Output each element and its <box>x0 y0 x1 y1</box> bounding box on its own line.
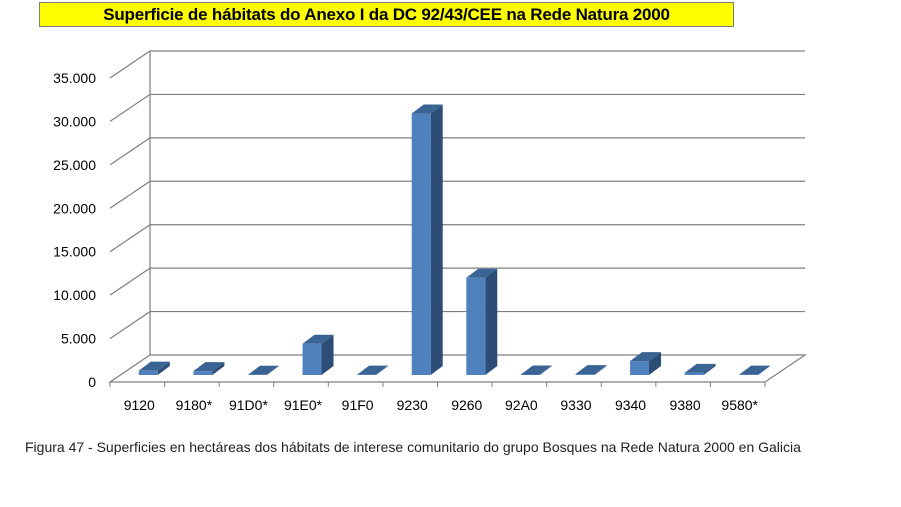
bar <box>411 104 443 375</box>
bar-front <box>411 113 431 375</box>
x-tick-label: 91D0* <box>229 397 268 413</box>
bar <box>193 362 225 375</box>
bar-side <box>430 104 443 375</box>
bar-side <box>157 361 170 375</box>
bar-side <box>321 334 334 375</box>
grid-line <box>109 310 805 340</box>
y-tick-label: 10.000 <box>53 287 96 303</box>
figure-caption: Figura 47 - Superficies en hectáreas dos… <box>25 439 801 455</box>
x-tick-label: 9330 <box>560 397 591 413</box>
y-tick-label: 15.000 <box>53 244 96 260</box>
bar-series <box>138 104 771 375</box>
x-tick-label: 9340 <box>615 397 646 413</box>
bar-front <box>520 374 540 375</box>
bar-top <box>684 363 716 373</box>
bar-side <box>212 362 225 375</box>
bar-top <box>247 365 279 375</box>
x-axis-tick-labels: 9120 9180* 91D0* 91E0* 91F0 9230 9260 92A0 9330 9… <box>124 397 759 413</box>
bar-front <box>466 277 486 375</box>
grid-line <box>109 93 805 122</box>
y-tick-label: 25.000 <box>53 157 96 173</box>
bar-front <box>302 343 322 375</box>
bar <box>630 352 662 375</box>
bar-side <box>703 363 716 375</box>
bar-top <box>466 268 498 278</box>
y-tick-label: 30.000 <box>53 113 96 129</box>
bar-top <box>411 104 443 114</box>
y-tick-label: 35.000 <box>53 70 96 86</box>
bar-chart-3d: 0 5.000 10.000 15.000 20.000 25.000 30.000 35.0… <box>53 50 807 413</box>
bar <box>302 334 334 375</box>
bar-side <box>485 268 498 375</box>
x-tick-label: 91E0* <box>284 397 323 413</box>
grid-line <box>109 180 805 209</box>
bar <box>684 363 716 375</box>
x-tick-label: 9260 <box>451 397 482 413</box>
x-tick-label: 9380 <box>670 397 701 413</box>
bar-front <box>575 374 595 375</box>
x-tick-label: 91F0 <box>342 397 374 413</box>
grid-lines <box>109 50 805 387</box>
bar-top <box>575 365 607 375</box>
bar-side <box>594 365 607 375</box>
bar-front <box>138 370 158 375</box>
grid-line <box>109 137 805 166</box>
bar <box>138 361 170 375</box>
bar-top <box>138 361 170 371</box>
bar-top <box>357 365 389 375</box>
bar-front <box>684 372 704 375</box>
bar-top <box>520 365 552 375</box>
bar-side <box>758 365 771 375</box>
bar-top <box>739 365 771 375</box>
grid-line <box>109 267 805 296</box>
x-tick-label: 9120 <box>124 397 155 413</box>
bar-side <box>539 365 552 375</box>
bar-top <box>193 362 225 372</box>
grid-line <box>109 224 805 253</box>
bar-front <box>193 371 213 375</box>
y-axis-tick-labels: 0 5.000 10.000 15.000 20.000 25.000 30.000 35.0… <box>53 70 96 390</box>
bar-side <box>649 352 662 375</box>
bar-top <box>302 334 334 344</box>
chart-walls <box>108 51 807 383</box>
bar-front <box>630 361 650 375</box>
chart-title: Superficie de hábitats do Anexo I da DC … <box>39 2 734 27</box>
bar <box>575 365 607 375</box>
x-tick-label: 92A0 <box>505 397 538 413</box>
bar <box>247 365 279 375</box>
grid-line <box>109 50 805 79</box>
bar-top <box>630 352 662 362</box>
x-tick-label: 9230 <box>397 397 428 413</box>
bar <box>520 365 552 375</box>
y-tick-label: 5.000 <box>61 331 96 347</box>
bar <box>466 268 498 375</box>
x-tick-label: 9580* <box>721 397 758 413</box>
x-tick-label: 9180* <box>176 397 213 413</box>
bar-side <box>376 365 389 375</box>
y-tick-label: 0 <box>88 374 96 390</box>
bar <box>357 365 389 375</box>
bar-side <box>266 365 279 375</box>
bar <box>739 365 771 375</box>
y-tick-label: 20.000 <box>53 200 96 216</box>
